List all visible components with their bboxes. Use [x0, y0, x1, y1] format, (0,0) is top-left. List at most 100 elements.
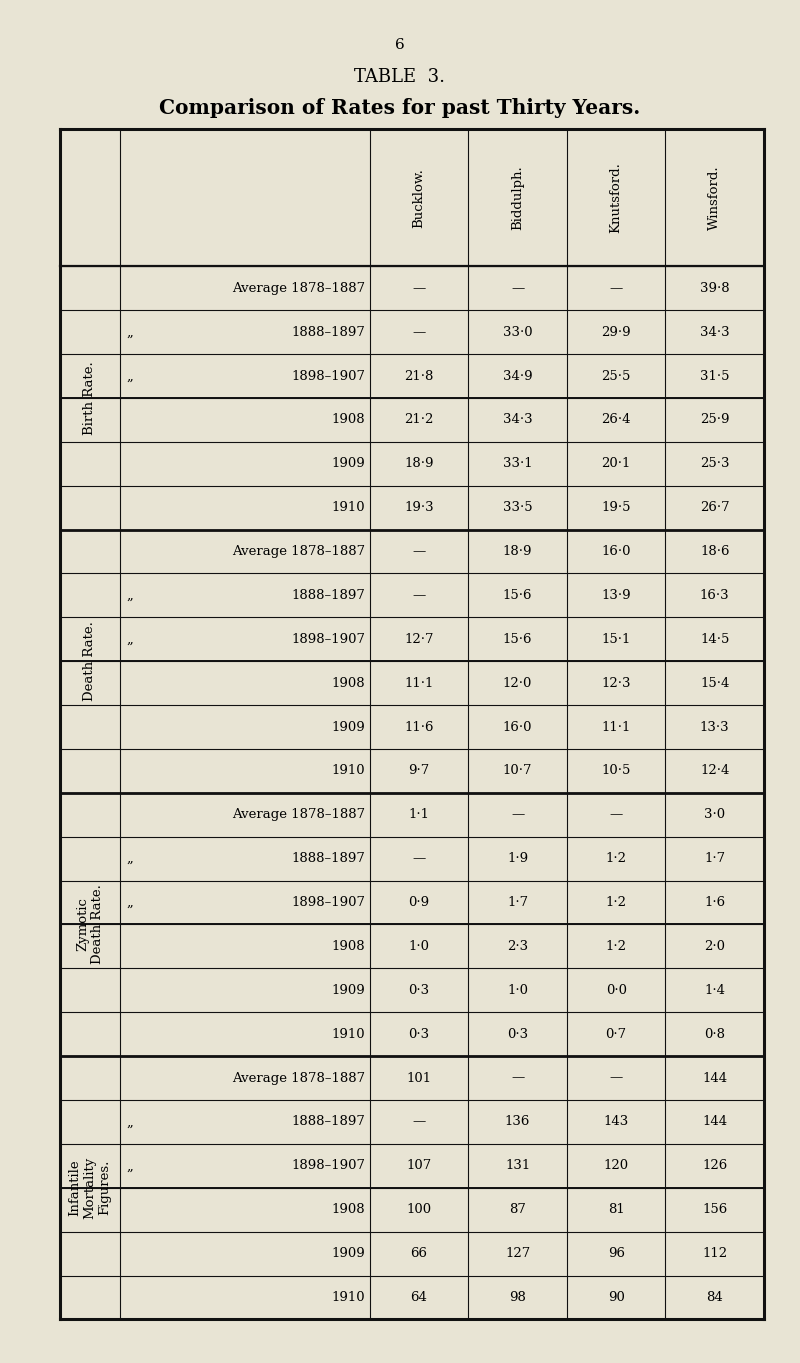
Text: 0·8: 0·8 [704, 1028, 726, 1041]
Text: 1910: 1910 [331, 1028, 365, 1041]
Text: „: „ [126, 369, 133, 383]
Text: Biddulph.: Biddulph. [511, 165, 524, 230]
Text: 20·1: 20·1 [602, 457, 631, 470]
Text: 13·3: 13·3 [700, 721, 730, 733]
Text: 16·0: 16·0 [503, 721, 532, 733]
Text: 127: 127 [505, 1247, 530, 1259]
Text: —: — [413, 852, 426, 866]
Text: 1909: 1909 [331, 457, 365, 470]
Text: 2·3: 2·3 [507, 940, 528, 953]
Text: 15·1: 15·1 [602, 632, 631, 646]
Text: 144: 144 [702, 1071, 727, 1085]
Text: „: „ [126, 895, 133, 909]
Text: 29·9: 29·9 [602, 326, 631, 338]
Text: 1·4: 1·4 [704, 984, 726, 996]
Text: 16·0: 16·0 [602, 545, 631, 557]
Text: 19·5: 19·5 [602, 502, 631, 514]
Text: 84: 84 [706, 1291, 723, 1304]
Text: 1898–1907: 1898–1907 [291, 632, 365, 646]
Text: —: — [413, 326, 426, 338]
Text: 1888–1897: 1888–1897 [291, 852, 365, 866]
Text: 18·6: 18·6 [700, 545, 730, 557]
Text: 18·9: 18·9 [404, 457, 434, 470]
Text: 26·4: 26·4 [602, 413, 631, 427]
Text: 25·3: 25·3 [700, 457, 730, 470]
Text: 1888–1897: 1888–1897 [291, 326, 365, 338]
Text: 16·3: 16·3 [700, 589, 730, 602]
Text: —: — [413, 1115, 426, 1129]
Text: 0·9: 0·9 [409, 895, 430, 909]
Text: 0·0: 0·0 [606, 984, 626, 996]
Text: 136: 136 [505, 1115, 530, 1129]
Text: 1898–1907: 1898–1907 [291, 1160, 365, 1172]
Text: —: — [413, 282, 426, 294]
Text: 25·5: 25·5 [602, 369, 631, 383]
Text: 18·9: 18·9 [503, 545, 532, 557]
Text: 126: 126 [702, 1160, 727, 1172]
Text: 1909: 1909 [331, 1247, 365, 1259]
Text: Death Rate.: Death Rate. [83, 622, 97, 701]
Text: 90: 90 [608, 1291, 625, 1304]
Text: 12·3: 12·3 [602, 676, 631, 690]
Text: 34·3: 34·3 [700, 326, 730, 338]
Text: 1·6: 1·6 [704, 895, 726, 909]
Text: 34·9: 34·9 [502, 369, 533, 383]
Text: „: „ [126, 852, 133, 866]
Text: 101: 101 [406, 1071, 432, 1085]
Text: 2·0: 2·0 [704, 940, 726, 953]
Text: 13·9: 13·9 [602, 589, 631, 602]
Text: 96: 96 [608, 1247, 625, 1259]
Text: 0·3: 0·3 [507, 1028, 528, 1041]
Text: Comparison of Rates for past Thirty Years.: Comparison of Rates for past Thirty Year… [159, 98, 641, 119]
Text: 1908: 1908 [331, 940, 365, 953]
Text: 19·3: 19·3 [404, 502, 434, 514]
Text: 10·5: 10·5 [602, 765, 631, 777]
Text: 6: 6 [395, 38, 405, 52]
Text: 1898–1907: 1898–1907 [291, 369, 365, 383]
Text: 0·7: 0·7 [606, 1028, 626, 1041]
Text: 1888–1897: 1888–1897 [291, 589, 365, 602]
Text: 10·7: 10·7 [503, 765, 532, 777]
Text: 1·2: 1·2 [606, 852, 626, 866]
Text: 14·5: 14·5 [700, 632, 730, 646]
Text: 1910: 1910 [331, 502, 365, 514]
Text: TABLE  3.: TABLE 3. [354, 68, 446, 86]
Text: 33·0: 33·0 [502, 326, 533, 338]
Text: 1908: 1908 [331, 413, 365, 427]
Text: 1910: 1910 [331, 1291, 365, 1304]
Text: 1908: 1908 [331, 676, 365, 690]
Text: Knutsford.: Knutsford. [610, 162, 622, 233]
Text: 25·9: 25·9 [700, 413, 730, 427]
Text: 81: 81 [608, 1204, 625, 1216]
Text: 1·0: 1·0 [409, 940, 430, 953]
Text: 131: 131 [505, 1160, 530, 1172]
Text: Average 1878–1887: Average 1878–1887 [232, 808, 365, 822]
Text: 15·6: 15·6 [503, 589, 532, 602]
Text: 39·8: 39·8 [700, 282, 730, 294]
Text: 1·1: 1·1 [409, 808, 430, 822]
Text: 144: 144 [702, 1115, 727, 1129]
Text: Average 1878–1887: Average 1878–1887 [232, 282, 365, 294]
Text: 1909: 1909 [331, 984, 365, 996]
Text: —: — [610, 1071, 622, 1085]
Text: 143: 143 [603, 1115, 629, 1129]
Text: 1909: 1909 [331, 721, 365, 733]
Text: 1·0: 1·0 [507, 984, 528, 996]
Text: 1·2: 1·2 [606, 895, 626, 909]
Text: 98: 98 [509, 1291, 526, 1304]
Text: 1888–1897: 1888–1897 [291, 1115, 365, 1129]
Text: 31·5: 31·5 [700, 369, 730, 383]
Text: Birth Rate.: Birth Rate. [83, 361, 97, 435]
Text: „: „ [126, 1160, 133, 1172]
Text: —: — [511, 808, 524, 822]
Text: —: — [413, 545, 426, 557]
Text: Bucklow.: Bucklow. [413, 168, 426, 228]
Text: 0·3: 0·3 [409, 1028, 430, 1041]
Text: 1910: 1910 [331, 765, 365, 777]
Text: —: — [610, 282, 622, 294]
Text: 1908: 1908 [331, 1204, 365, 1216]
Text: 112: 112 [702, 1247, 727, 1259]
Text: Infantile
Mortality
Figures.: Infantile Mortality Figures. [69, 1157, 111, 1219]
Text: 1898–1907: 1898–1907 [291, 895, 365, 909]
Text: —: — [511, 282, 524, 294]
